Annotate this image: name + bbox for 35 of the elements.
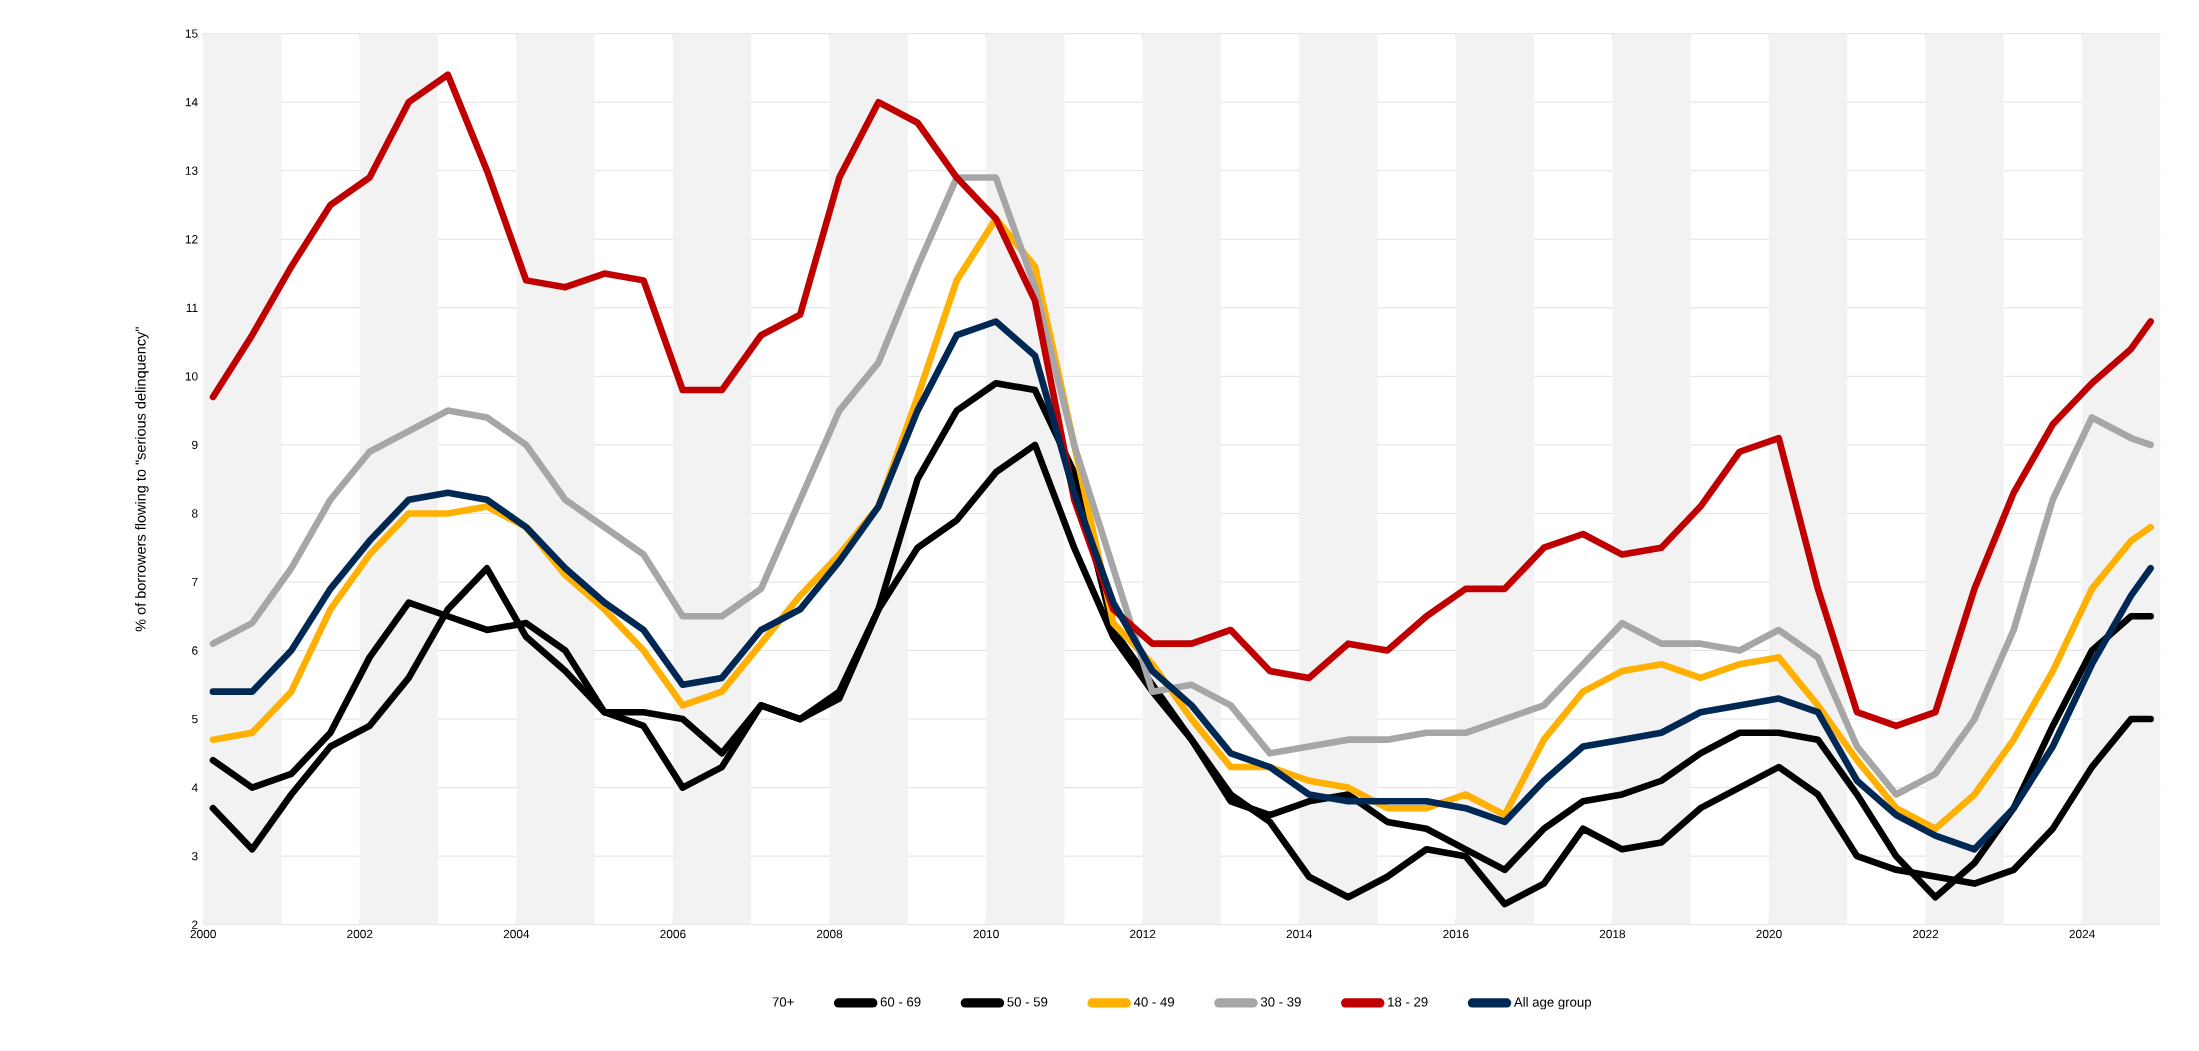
y-axis-title: % of borrowers flowing to "serious delinquency" [135, 327, 149, 632]
x-tick-label: 2020 [1756, 929, 1782, 939]
y-tick-label: 15 [185, 29, 198, 38]
legend-label: 60 - 69 [880, 997, 921, 1007]
y-tick-label: 14 [185, 97, 198, 107]
legend-title: 70+ [772, 997, 794, 1007]
y-tick-label: 13 [185, 166, 198, 175]
y-tick-label: 12 [185, 234, 198, 244]
y-tick-label: 5 [191, 714, 198, 724]
y-tick-label: 7 [192, 577, 198, 586]
y-tick-label: 10 [185, 371, 198, 381]
y-tick-label: 6 [192, 646, 198, 655]
x-tick-label: 2000 [190, 929, 216, 939]
legend-label: 30 - 39 [1260, 997, 1301, 1007]
y-tick-label: 2 [192, 920, 198, 929]
x-tick-label: 2022 [1912, 929, 1939, 939]
y-tick-label: 3 [191, 851, 198, 861]
y-tick-label: 8 [192, 509, 198, 518]
legend-label: 50 - 59 [1007, 997, 1048, 1007]
x-tick-label: 2024 [2069, 929, 2095, 939]
legend-label: 18 - 29 [1388, 997, 1428, 1007]
x-tick-label: 2012 [1130, 929, 1156, 939]
x-tick-label: 2010 [973, 929, 999, 939]
x-tick-label: 2002 [347, 929, 373, 939]
y-tick-label: 4 [191, 783, 198, 792]
x-tick-label: 2018 [1599, 929, 1626, 939]
y-tick-label: 9 [192, 440, 198, 449]
x-tick-label: 2016 [1443, 929, 1469, 939]
legend-label: All age group [1513, 996, 1592, 1010]
legend-label: 40 - 49 [1133, 997, 1175, 1007]
y-tick-label: 11 [186, 303, 198, 312]
x-tick-label: 2006 [660, 929, 686, 939]
x-tick-label: 2004 [503, 929, 530, 939]
x-tick-label: 2014 [1286, 929, 1313, 939]
x-tick-label: 2008 [816, 929, 843, 939]
